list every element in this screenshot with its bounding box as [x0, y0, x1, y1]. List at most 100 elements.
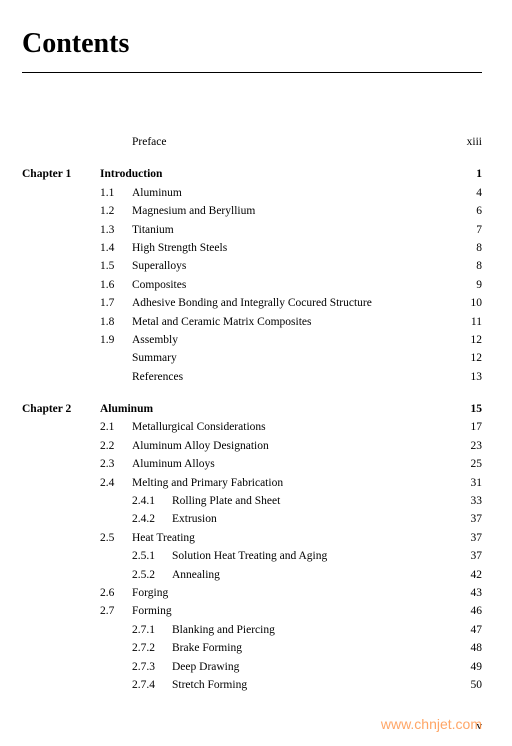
toc-subsection-row: 2.5.1Solution Heat Treating and Aging37	[22, 547, 482, 565]
section-number: 1.4	[100, 239, 132, 257]
section-title: Forging	[132, 584, 452, 602]
section-number: 1.2	[100, 202, 132, 220]
section-number: 1.6	[100, 276, 132, 294]
section-title: Summary	[132, 349, 452, 367]
section-page: 11	[452, 313, 482, 331]
toc-section-row: 1.4High Strength Steels8	[22, 239, 482, 257]
toc-subsection-row: 2.4.2Extrusion37	[22, 510, 482, 528]
subsection-title: Rolling Plate and Sheet	[172, 492, 452, 510]
section-page: 9	[452, 276, 482, 294]
subsection-number: 2.7.3	[132, 658, 172, 676]
section-title: Metallurgical Considerations	[132, 418, 452, 436]
subsection-page: 50	[452, 676, 482, 694]
section-page: 23	[452, 437, 482, 455]
section-number: 2.1	[100, 418, 132, 436]
section-page: 10	[452, 294, 482, 312]
subsection-number: 2.7.1	[132, 621, 172, 639]
title-divider	[22, 72, 482, 73]
section-page: 17	[452, 418, 482, 436]
subsection-title: Extrusion	[172, 510, 452, 528]
toc-section-row: Summary12	[22, 349, 482, 367]
section-number: 2.6	[100, 584, 132, 602]
section-page: 13	[452, 368, 482, 386]
subsection-page: 37	[452, 510, 482, 528]
section-page: 8	[452, 257, 482, 275]
chapter-page: 1	[452, 165, 482, 183]
toc-table: Prefacexiii Chapter 1Introduction11.1Alum…	[22, 133, 482, 694]
toc-section-row: 1.5Superalloys8	[22, 257, 482, 275]
subsection-number: 2.7.2	[132, 639, 172, 657]
section-number	[100, 368, 132, 386]
section-page: 7	[452, 221, 482, 239]
toc-section-row: 1.7Adhesive Bonding and Integrally Cocur…	[22, 294, 482, 312]
subsection-title: Blanking and Piercing	[172, 621, 452, 639]
subsection-title: Brake Forming	[172, 639, 452, 657]
subsection-page: 37	[452, 547, 482, 565]
section-title: Adhesive Bonding and Integrally Cocured …	[132, 294, 452, 312]
section-page: 25	[452, 455, 482, 473]
subsection-page: 48	[452, 639, 482, 657]
section-title: Composites	[132, 276, 452, 294]
preface-label: Preface	[132, 133, 452, 151]
toc-section-row: References13	[22, 368, 482, 386]
section-number: 1.3	[100, 221, 132, 239]
subsection-page: 49	[452, 658, 482, 676]
toc-section-row: 2.7Forming46	[22, 602, 482, 620]
section-number: 1.5	[100, 257, 132, 275]
section-title: Forming	[132, 602, 452, 620]
section-page: 46	[452, 602, 482, 620]
subsection-number: 2.4.2	[132, 510, 172, 528]
toc-section-row: 1.2Magnesium and Beryllium6	[22, 202, 482, 220]
section-page: 6	[452, 202, 482, 220]
toc-subsection-row: 2.4.1Rolling Plate and Sheet33	[22, 492, 482, 510]
subsection-title: Solution Heat Treating and Aging	[172, 547, 452, 565]
toc-section-row: 1.9Assembly12	[22, 331, 482, 349]
toc-subsection-row: 2.7.1Blanking and Piercing47	[22, 621, 482, 639]
toc-section-row: 2.1Metallurgical Considerations17	[22, 418, 482, 436]
toc-section-row: 1.1Aluminum4	[22, 184, 482, 202]
section-number: 2.4	[100, 474, 132, 492]
chapter-label: Chapter 1	[22, 165, 100, 183]
section-page: 12	[452, 349, 482, 367]
toc-subsection-row: 2.7.2Brake Forming48	[22, 639, 482, 657]
page-title: Contents	[22, 28, 482, 60]
watermark: www.chnjet.com	[381, 716, 482, 732]
section-page: 43	[452, 584, 482, 602]
section-title: Superalloys	[132, 257, 452, 275]
subsection-page: 33	[452, 492, 482, 510]
subsection-title: Annealing	[172, 566, 452, 584]
toc-section-row: 2.3Aluminum Alloys25	[22, 455, 482, 473]
section-page: 31	[452, 474, 482, 492]
chapter-label: Chapter 2	[22, 400, 100, 418]
section-title: Heat Treating	[132, 529, 452, 547]
toc-chapter-row: Chapter 1Introduction1	[22, 165, 482, 183]
section-title: High Strength Steels	[132, 239, 452, 257]
subsection-title: Deep Drawing	[172, 658, 452, 676]
section-number: 2.7	[100, 602, 132, 620]
chapter-page: 15	[452, 400, 482, 418]
toc-preface-row: Prefacexiii	[22, 133, 482, 151]
section-number: 2.5	[100, 529, 132, 547]
section-number: 1.1	[100, 184, 132, 202]
section-number	[100, 349, 132, 367]
section-title: References	[132, 368, 452, 386]
toc-section-row: 2.4Melting and Primary Fabrication31	[22, 474, 482, 492]
section-number: 2.2	[100, 437, 132, 455]
section-page: 8	[452, 239, 482, 257]
toc-chapter-row: Chapter 2Aluminum15	[22, 400, 482, 418]
section-number: 2.3	[100, 455, 132, 473]
section-title: Melting and Primary Fabrication	[132, 474, 452, 492]
subsection-number: 2.4.1	[132, 492, 172, 510]
subsection-number: 2.7.4	[132, 676, 172, 694]
preface-page: xiii	[452, 133, 482, 151]
toc-section-row: 2.2Aluminum Alloy Designation23	[22, 437, 482, 455]
section-title: Magnesium and Beryllium	[132, 202, 452, 220]
section-number: 1.7	[100, 294, 132, 312]
section-title: Assembly	[132, 331, 452, 349]
toc-section-row: 2.6Forging43	[22, 584, 482, 602]
toc-section-row: 1.6Composites9	[22, 276, 482, 294]
section-title: Titanium	[132, 221, 452, 239]
section-number: 1.8	[100, 313, 132, 331]
section-title: Metal and Ceramic Matrix Composites	[132, 313, 452, 331]
toc-section-row: 1.3Titanium7	[22, 221, 482, 239]
